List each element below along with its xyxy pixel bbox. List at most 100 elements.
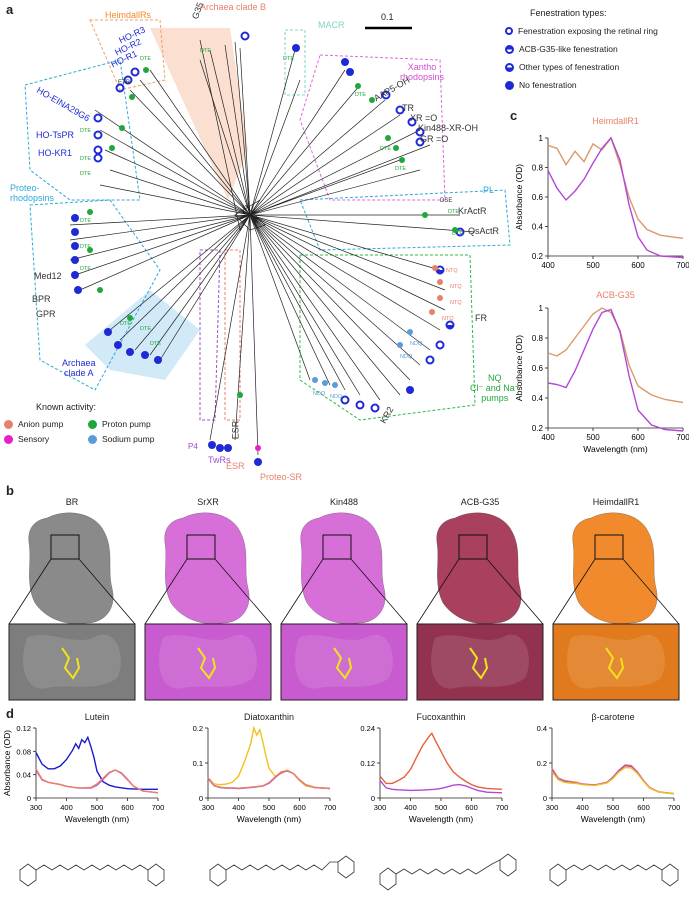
svg-text:DTE: DTE [140,56,151,62]
x-tick-label: 500 [435,803,448,812]
chart-title: β-carotene [591,712,634,722]
x-axis-label: Wavelength (nm) [65,814,130,824]
archaea-b-label: Archaea clade B [200,2,267,12]
svg-text:DTE: DTE [200,48,211,54]
zoom-connector [144,558,188,625]
protein-surface-2 [280,512,408,701]
svg-text:NDQ: NDQ [410,341,423,347]
sensory-icon [4,434,13,444]
diatoxanthin-structure-icon [209,855,355,887]
x-axis-label: Wavelength (nm) [581,814,646,824]
svg-text:DTE: DTE [140,326,151,332]
y-tick-label: 0 [27,794,31,803]
chart-title: Fucoxanthin [416,712,465,722]
panel-c-letter: c [510,108,518,123]
legend-open-ring: Fenestration exposing the retinal ring [505,26,658,36]
filled-markers [71,44,414,466]
x-tick-label: 600 [631,433,645,442]
series-line-0 [35,735,158,790]
x-tick-label: 500 [586,433,600,442]
zoom-inset [144,623,272,701]
zoom-inset [8,623,136,701]
sodium-pump-dots [312,329,413,388]
chart-title: Lutein [85,712,110,722]
proteo-sr-label: Proteo-SR [260,472,303,482]
panel-a-letter: a [6,2,14,17]
diatoxanthin-chart: 300 400 500 600 700 0 0.1 0.2 Diatoxanthin Wavele… [193,712,337,824]
x-tick-label: 300 [374,803,387,812]
fr-label: FR [475,313,487,323]
activity-legend-title: Known activity: [36,402,97,412]
zoom-region [186,534,216,560]
zoom-region [50,534,80,560]
legend-sensory: Sensory [4,434,49,444]
protein-surface-4 [552,512,680,701]
y-tick-label: 0.2 [532,252,544,261]
y-tick-label: 0.12 [16,724,31,733]
x-tick-label: 300 [30,803,43,812]
dse-label: DSE [440,198,453,204]
structure-title: SrXR [197,497,219,507]
svg-text:NTQ: NTQ [450,300,462,306]
y-tick-label: 0.24 [360,724,375,733]
y-tick-label: 0.2 [537,759,547,768]
retinal-ligand [605,647,625,680]
zoom-shading [567,634,665,689]
protein-surface-3 [416,512,544,701]
y-tick-label: 0.2 [193,724,203,733]
y-tick-label: 0 [199,794,203,803]
svg-text:DTE: DTE [395,166,406,172]
series-line-2 [35,768,159,794]
panel-b-letter: b [6,483,14,498]
open-ring-markers [93,67,465,413]
gr-label: GR =O [420,134,449,144]
x-tick-label: 400 [576,803,589,812]
zoom-connector [78,558,136,625]
x-tick-label: 400 [232,803,245,812]
x-axis-label: Wavelength (nm) [237,814,302,824]
y-tick-label: 0.6 [532,364,544,373]
x-tick-label: 400 [404,803,417,812]
series-line-0 [547,307,684,404]
structure-title: Kin488 [329,497,359,507]
series-line-0 [547,136,684,239]
scale-bar-label: 0.1 [381,12,394,22]
heimdallrs-label: HeimdallRs [105,10,152,20]
etr-label: ETR [118,80,130,86]
x-tick-label: 300 [546,803,559,812]
med12-label: Med12 [34,271,62,281]
zoom-shading [23,634,121,689]
y-axis-label: Absorbance (OD) [514,335,524,401]
svg-text:DTE: DTE [150,341,161,347]
svg-text:DTE: DTE [355,92,366,98]
zoom-shading [295,634,393,689]
svg-text:DTE: DTE [448,209,459,215]
y-tick-label: 0 [371,794,375,803]
legend-partial-ring: Other types of fenestration [505,62,619,72]
series-line-0 [207,725,331,790]
x-axis-label: Wavelength (nm) [583,444,648,454]
svg-text:NDQ: NDQ [313,391,326,397]
svg-text:NTQ: NTQ [446,268,458,274]
x-tick-label: 500 [263,803,276,812]
lutein-structure-icon [19,863,165,887]
fucoxanthin-structure-icon [379,853,517,891]
surface-blob [300,512,386,624]
sodium-pump-icon [88,434,97,444]
protein-surface-0 [8,512,136,701]
series-line-2 [551,766,675,795]
structure-title: HeimdallR1 [592,497,640,507]
half-ring-icon [505,44,514,54]
chart-title: ACB-G35 [596,290,635,300]
zoom-connector [486,558,544,625]
legend-sodium-pump: Sodium pump [88,434,154,444]
y-tick-label: 0 [543,794,547,803]
p4-label: P4 [188,442,198,451]
partial-ring-icon [505,62,514,72]
kin488-label: Kin488-XR-OH [418,123,479,133]
x-tick-label: 500 [586,261,600,270]
zoom-region [458,534,488,560]
bpr-label: BPR [32,294,51,304]
y-tick-label: 0.8 [532,334,544,343]
